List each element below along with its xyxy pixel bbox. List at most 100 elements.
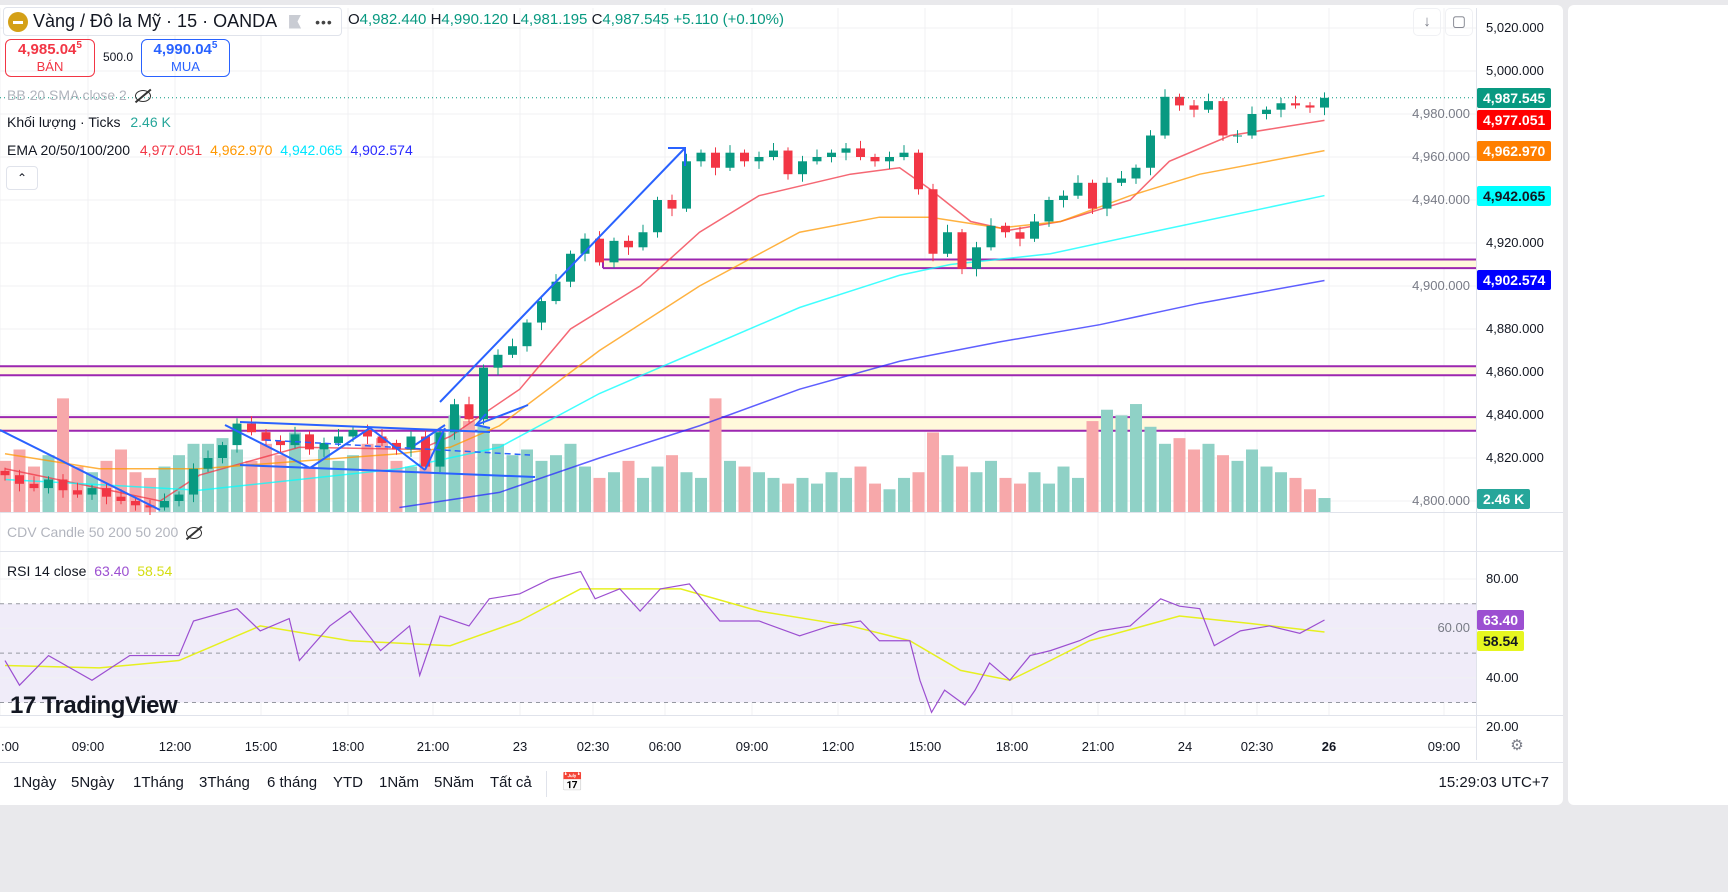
sell-label: BÁN [36,59,64,74]
candle-body [1015,232,1025,239]
candle-body [450,404,459,433]
more-icon[interactable]: ••• [315,13,333,30]
candle-body [653,200,662,233]
clock[interactable]: 15:29:03 UTC+7 [1438,774,1550,791]
volume-bar [1115,415,1128,512]
symbol-title-box[interactable]: ▬ Vàng / Đô la Mỹ · 15 · OANDA ••• [3,7,342,36]
candle-body [1131,167,1141,179]
candle-body [1204,101,1213,110]
candle-body [1218,101,1228,136]
bb-indicator-legend[interactable]: BB 20 SMA close 2 [7,87,151,103]
volume-bar [912,472,925,512]
trend-line-drawing [439,147,686,403]
candle-body [15,475,24,484]
candle-body [319,442,329,450]
volume-bar [1043,483,1055,512]
candle-body [247,423,256,433]
ema-legend[interactable]: EMA 20/50/100/200 4,977.051 4,962.970 4,… [7,142,413,158]
volume-bar [521,449,533,512]
price-tick-label: 4,960.000 [1412,149,1470,164]
collapse-legend-button[interactable]: ⌃ [6,166,38,190]
volume-bar [1130,404,1142,512]
candle-body [957,232,967,269]
candle-body [1233,135,1242,137]
price-tick-label: 4,940.000 [1412,192,1470,207]
volume-bar [796,477,809,512]
hidden-eye-icon[interactable] [186,527,203,540]
volume-bar [1304,489,1316,512]
candle-body [421,436,430,467]
open-value: 4,982.440 [359,11,427,28]
range-button[interactable]: 6 tháng [267,774,318,791]
buy-button[interactable]: 4,990.045 MUA [141,39,230,77]
range-button[interactable]: YTD [333,774,363,791]
candle-body [1276,103,1286,110]
calendar-goto-icon[interactable]: 📅 [561,772,584,792]
volume-bar [666,455,678,512]
fullscreen-button[interactable]: ▢ [1445,8,1473,36]
hidden-eye-icon[interactable] [134,90,151,103]
candle-body [1189,105,1199,110]
candle-body [363,430,372,437]
candle-body [827,152,836,157]
candle-body [464,404,474,420]
candle-body [203,458,213,469]
candle-body [377,436,387,443]
range-button[interactable]: 1Ngày [13,774,57,791]
time-tick-label: 24 [1177,739,1193,754]
close-label: C [591,11,603,28]
flag-icon[interactable] [289,14,302,29]
symbol-title[interactable]: Vàng / Đô la Mỹ · 15 · OANDA [33,11,278,31]
scroll-to-latest-button[interactable]: ↓ [1413,8,1441,36]
candle-body [754,157,764,162]
cdv-indicator-legend[interactable]: CDV Candle 50 200 50 200 [7,524,203,540]
price-axis-label: 4,987.545 [1477,87,1552,108]
time-tick-label: 02:30 [576,739,610,754]
range-button[interactable]: Tất cả [490,774,532,791]
volume-bar [898,477,910,512]
volume-bar [622,460,635,512]
candle-body [1262,109,1271,114]
volume-bar [1086,421,1099,512]
time-tick-label: 15:00 [908,739,942,754]
volume-bar [1159,443,1171,512]
ohlc-readout: O4,982.440 H4,990.120 L4,981.195 C4,987.… [348,11,784,28]
low-value: 4,981.195 [520,11,588,28]
rsi-tick-label: 60.00 [1437,620,1470,636]
candle-body [537,301,546,323]
settings-button[interactable]: ⚙ [1504,733,1530,759]
range-button[interactable]: 5Năm [434,774,475,791]
buy-price-sup: 5 [211,40,218,51]
candle-body [102,488,111,497]
volume-bar [390,460,403,512]
volume-bar [680,472,693,512]
sell-button[interactable]: 4,985.045 BÁN [5,39,95,77]
candle-body [856,148,865,157]
ema-line-ema20 [4,119,1325,502]
candle-body [508,346,517,355]
sell-price-sup: 5 [76,40,82,51]
candle-body [928,189,938,254]
rsi-legend[interactable]: RSI 14 close 63.40 58.54 [7,563,172,579]
range-button[interactable]: 5Ngày [71,774,115,791]
volume-bar [332,460,345,512]
price-tick-label: 4,980.000 [1412,106,1470,121]
candle-body [798,161,807,175]
open-label: O [348,11,360,28]
volume-bar [1246,449,1258,512]
candle-body [1102,182,1112,209]
candle-body [986,225,996,248]
volume-legend[interactable]: Khối lượng · Ticks 2.46 K [7,114,171,130]
volume-bar [1217,455,1229,512]
volume-bar [1188,449,1200,512]
gold-logo-icon: ▬ [8,11,28,32]
candle-body [1088,182,1097,209]
range-button[interactable]: 1Năm [379,774,420,791]
time-tick-label: 12:00 [821,739,855,754]
range-button[interactable]: 1Tháng [133,774,184,791]
candle-body [870,157,880,162]
time-tick-label: 09:00 [735,739,769,754]
range-button[interactable]: 3Tháng [199,774,250,791]
candle-body [1291,103,1300,106]
